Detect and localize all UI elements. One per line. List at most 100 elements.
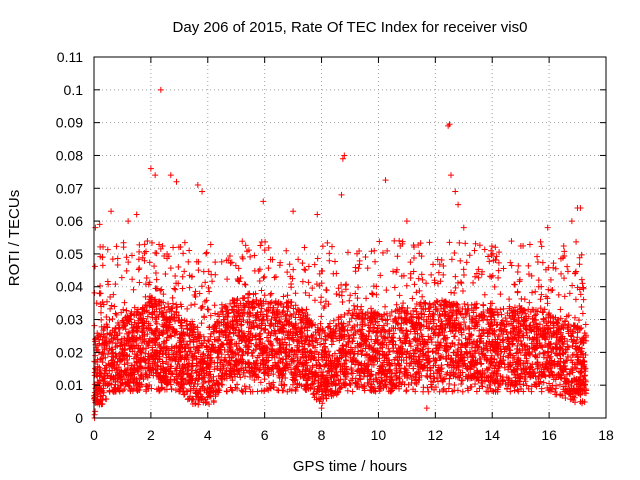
data-point (258, 239, 265, 246)
data-point (538, 291, 545, 298)
data-point (496, 249, 503, 256)
data-point (326, 367, 333, 374)
data-point (434, 345, 441, 352)
data-point (459, 377, 466, 384)
data-point (299, 278, 306, 285)
data-point (343, 341, 350, 348)
data-point (250, 298, 257, 305)
data-point (579, 310, 586, 317)
data-point (577, 349, 584, 356)
data-point (278, 300, 285, 307)
data-point (405, 381, 412, 388)
data-point (548, 349, 555, 356)
data-point (158, 379, 165, 386)
data-point (112, 353, 119, 360)
data-point (136, 241, 143, 248)
data-point (347, 292, 354, 299)
data-point (442, 312, 449, 319)
data-point (376, 387, 383, 394)
data-point (317, 299, 324, 306)
data-point (509, 354, 516, 361)
data-point (228, 357, 235, 364)
data-point (209, 278, 216, 285)
data-point (351, 323, 358, 330)
data-point (478, 379, 485, 386)
data-point (508, 368, 515, 375)
data-point (125, 338, 132, 345)
data-point (525, 262, 532, 269)
data-point (561, 275, 568, 282)
data-point (545, 264, 552, 271)
data-point (148, 294, 155, 301)
data-point (123, 267, 130, 274)
data-point (256, 336, 263, 343)
data-point (413, 313, 420, 320)
data-point (379, 339, 386, 346)
data-point (96, 340, 103, 347)
data-point (567, 388, 574, 395)
data-point (191, 323, 198, 330)
data-point (216, 387, 223, 394)
data-point (565, 378, 572, 385)
data-point (157, 287, 164, 294)
data-point (345, 249, 352, 256)
data-point (561, 363, 568, 370)
data-point (101, 325, 108, 332)
data-point (471, 247, 478, 254)
data-point (254, 309, 261, 316)
data-point (407, 343, 414, 350)
data-point (526, 299, 533, 306)
data-point (534, 340, 541, 347)
data-point (574, 284, 581, 291)
data-point (428, 326, 435, 333)
data-point (332, 365, 339, 372)
data-point (415, 345, 422, 352)
data-point (271, 274, 278, 281)
data-point (109, 346, 116, 353)
data-point (98, 331, 105, 338)
data-point (318, 294, 325, 301)
data-point (134, 324, 141, 331)
data-point (411, 281, 418, 288)
data-point (425, 325, 432, 332)
data-point (447, 343, 454, 350)
data-point (158, 329, 165, 336)
data-point (512, 374, 519, 381)
data-point (148, 351, 155, 358)
data-point (317, 320, 324, 327)
data-point (431, 279, 438, 286)
data-point (174, 361, 181, 368)
data-point (488, 321, 495, 328)
data-point (171, 285, 178, 292)
data-point (476, 242, 483, 249)
data-point (348, 346, 355, 353)
data-point (407, 340, 414, 347)
data-point (441, 324, 448, 331)
data-point (369, 316, 376, 323)
data-point (581, 372, 588, 379)
data-point (280, 307, 287, 314)
data-point (307, 385, 314, 392)
data-point (553, 319, 560, 326)
data-point (200, 379, 207, 386)
data-point (130, 286, 137, 293)
data-point (460, 354, 467, 361)
data-point (253, 314, 260, 321)
data-point (361, 383, 368, 390)
data-point (215, 373, 222, 380)
data-point (113, 311, 120, 318)
data-point (164, 379, 171, 386)
data-point (385, 359, 392, 366)
data-point (216, 313, 223, 320)
data-point (249, 352, 256, 359)
data-point (580, 334, 587, 341)
data-point (165, 361, 172, 368)
data-point (383, 355, 390, 362)
data-point (383, 383, 390, 390)
data-point (203, 249, 210, 256)
data-point (305, 263, 312, 270)
data-point (526, 369, 533, 376)
data-point (306, 368, 313, 375)
data-point (297, 333, 304, 340)
data-point (132, 323, 139, 330)
